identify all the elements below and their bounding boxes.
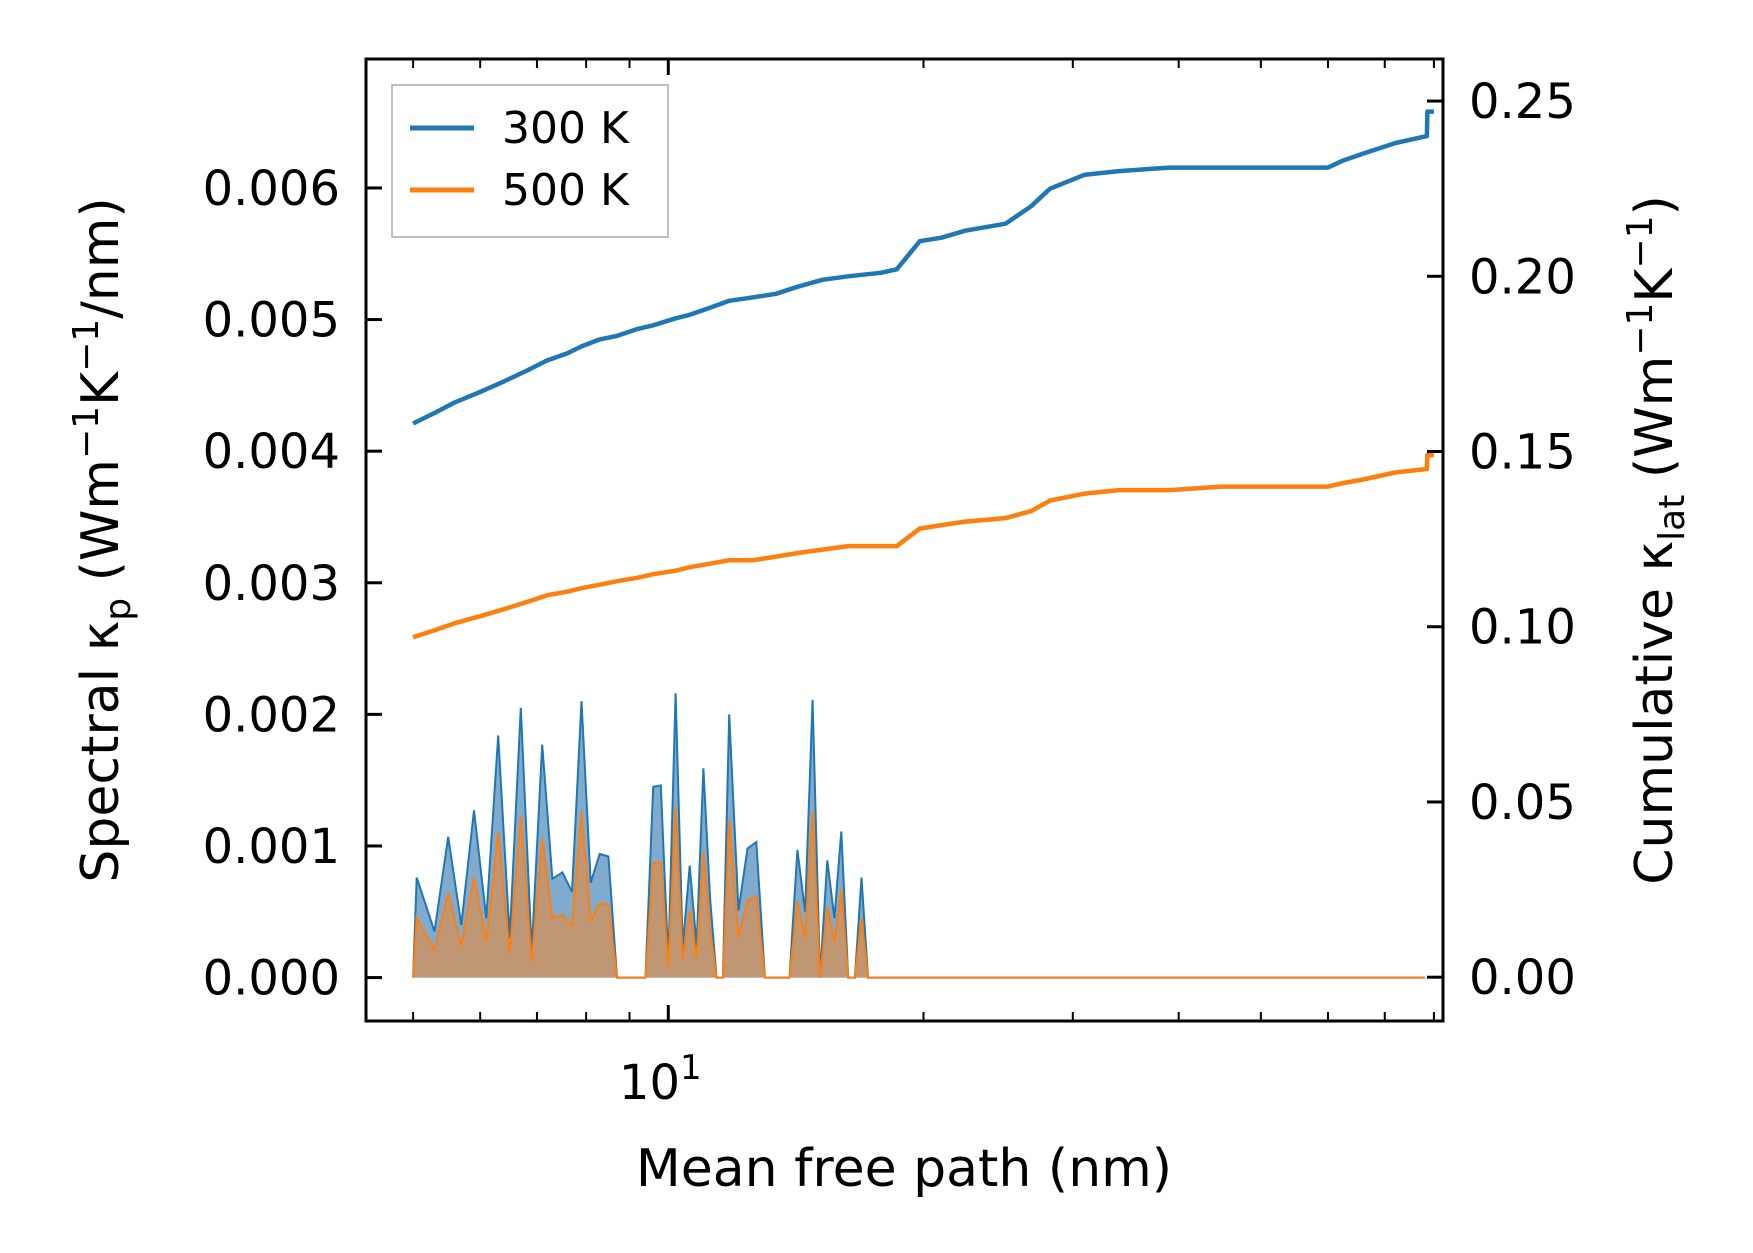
y-right-tick-label: 0.10 (1469, 600, 1576, 656)
axes-frame (364, 57, 1445, 1023)
plot-area (412, 109, 1434, 979)
y-left-exp2: −1 (66, 319, 107, 372)
y-left-tick-label: 0.006 (203, 161, 340, 217)
spectral-fills (412, 693, 1426, 979)
y-right-tick-label: 0.05 (1469, 775, 1576, 831)
y-right-k: K (1625, 267, 1685, 303)
cumulative-line-500k (412, 452, 1434, 640)
y-right-tick-label: 0.20 (1469, 249, 1576, 305)
x-axis-label: Mean free path (nm) (636, 1139, 1172, 1199)
y-right-units-b: ) (1625, 195, 1685, 215)
y-right-main: Cumulative κ (1625, 541, 1685, 885)
y-right-exp1: −1 (1620, 303, 1661, 356)
legend: 300 K 500 K (391, 84, 669, 238)
x-tick-base: 10 (619, 1055, 680, 1111)
y-left-tick-label: 0.001 (203, 819, 340, 875)
legend-label-300k: 300 K (502, 103, 630, 154)
x-major-tick-label: 101 (619, 1048, 702, 1111)
y-left-tick-label: 0.004 (203, 424, 340, 480)
y-left-units-a: (Wm (71, 459, 131, 598)
y-right-units-a: (Wm (1625, 356, 1685, 495)
y-left-main: Spectral κ (71, 621, 131, 883)
cumulative-line-300k (412, 109, 1434, 426)
y-right-sub: lat (1652, 495, 1693, 541)
y-right-tick-label: 0.15 (1469, 425, 1576, 481)
ticks: 0.000 0.001 0.002 0.003 0.004 0.005 0.006 0.00 0… (203, 59, 1576, 1111)
y-left-units-b: /nm) (71, 197, 131, 318)
y-axis-label-left: Spectral κp (Wm−1K−1/nm) (66, 197, 139, 882)
y-left-k: K (71, 370, 131, 406)
spectral-area-500k (412, 806, 1426, 979)
y-left-tick-label: 0.003 (203, 556, 340, 612)
y-left-tick-label: 0.002 (203, 687, 340, 743)
legend-box (391, 84, 669, 238)
y-left-tick-label: 0.000 (203, 951, 340, 1007)
x-tick-exp: 1 (680, 1048, 702, 1088)
y-right-exp2: −1 (1620, 215, 1661, 268)
y-left-tick-label: 0.005 (203, 293, 340, 349)
y-left-exp1: −1 (66, 406, 107, 459)
y-right-tick-label: 0.00 (1469, 950, 1576, 1006)
y-right-tick-label: 0.25 (1469, 74, 1576, 130)
y-left-sub: p (98, 598, 139, 621)
legend-label-500k: 500 K (502, 165, 630, 216)
cumulative-lines (412, 109, 1434, 640)
y-axis-label-right: Cumulative κlat (Wm−1K−1) (1620, 195, 1693, 885)
